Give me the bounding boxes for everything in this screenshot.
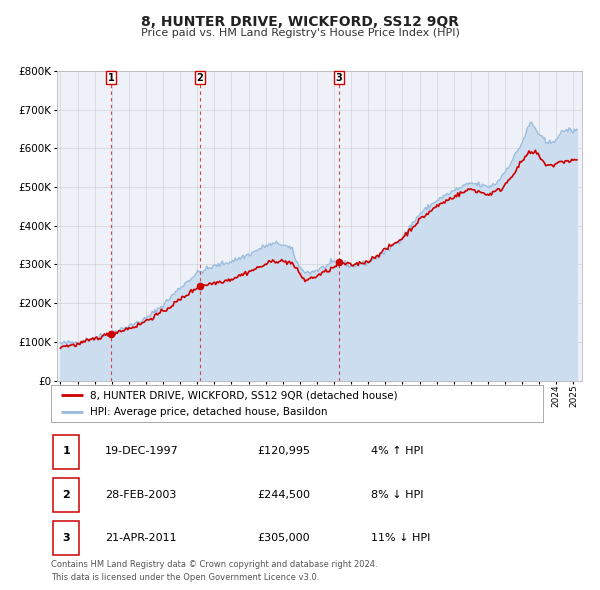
Text: 21-APR-2011: 21-APR-2011 xyxy=(105,533,177,543)
Text: £120,995: £120,995 xyxy=(257,447,311,457)
Text: 28-FEB-2003: 28-FEB-2003 xyxy=(105,490,176,500)
Text: 3: 3 xyxy=(336,73,343,83)
Text: 19-DEC-1997: 19-DEC-1997 xyxy=(105,447,179,457)
FancyBboxPatch shape xyxy=(53,478,79,512)
Text: 8% ↓ HPI: 8% ↓ HPI xyxy=(371,490,424,500)
Text: 2: 2 xyxy=(197,73,203,83)
Text: 8, HUNTER DRIVE, WICKFORD, SS12 9QR: 8, HUNTER DRIVE, WICKFORD, SS12 9QR xyxy=(141,15,459,29)
Text: 2: 2 xyxy=(62,490,70,500)
Text: 11% ↓ HPI: 11% ↓ HPI xyxy=(371,533,430,543)
Text: Price paid vs. HM Land Registry's House Price Index (HPI): Price paid vs. HM Land Registry's House … xyxy=(140,28,460,38)
Text: 4% ↑ HPI: 4% ↑ HPI xyxy=(371,447,424,457)
Text: 8, HUNTER DRIVE, WICKFORD, SS12 9QR (detached house): 8, HUNTER DRIVE, WICKFORD, SS12 9QR (det… xyxy=(91,390,398,400)
Text: £244,500: £244,500 xyxy=(257,490,311,500)
FancyBboxPatch shape xyxy=(53,521,79,555)
Text: Contains HM Land Registry data © Crown copyright and database right 2024.: Contains HM Land Registry data © Crown c… xyxy=(51,560,377,569)
FancyBboxPatch shape xyxy=(53,435,79,469)
Text: £305,000: £305,000 xyxy=(257,533,310,543)
Text: HPI: Average price, detached house, Basildon: HPI: Average price, detached house, Basi… xyxy=(91,407,328,417)
Text: 1: 1 xyxy=(107,73,115,83)
Text: 3: 3 xyxy=(62,533,70,543)
Text: This data is licensed under the Open Government Licence v3.0.: This data is licensed under the Open Gov… xyxy=(51,573,319,582)
Text: 1: 1 xyxy=(62,447,70,457)
